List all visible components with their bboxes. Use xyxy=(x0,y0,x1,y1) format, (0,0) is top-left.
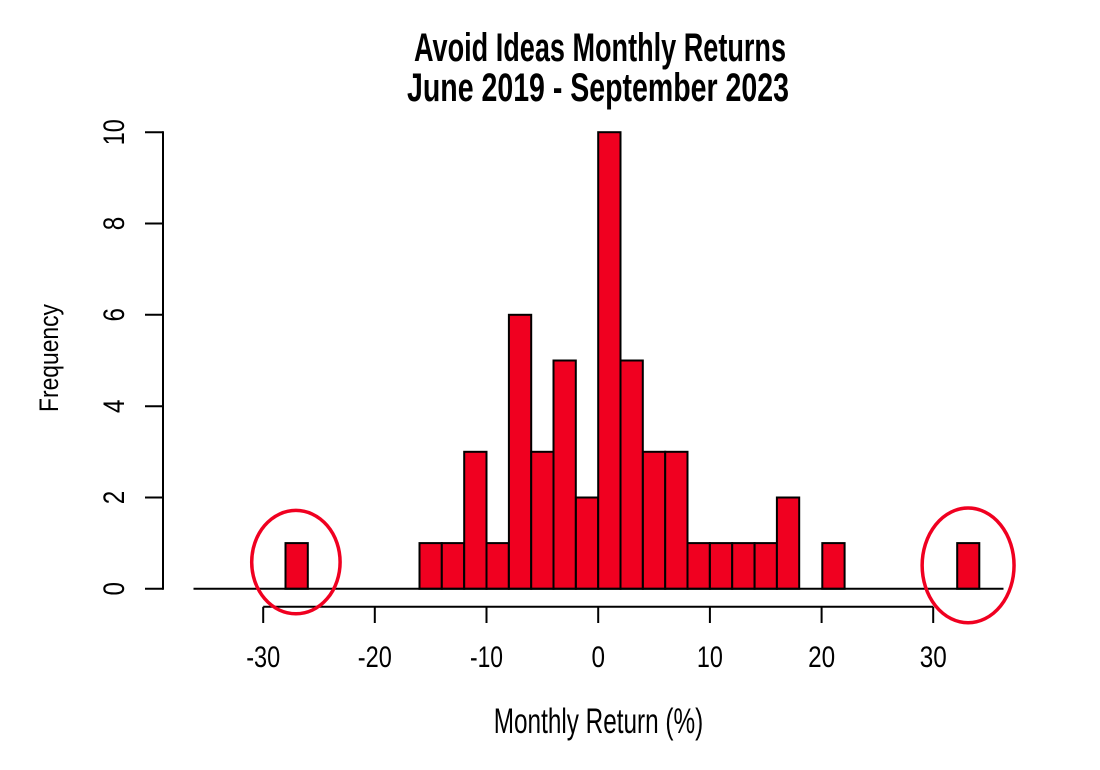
svg-text:10: 10 xyxy=(98,119,131,145)
svg-text:30: 30 xyxy=(920,641,947,674)
svg-text:20: 20 xyxy=(808,641,835,674)
svg-text:4: 4 xyxy=(98,399,131,413)
svg-text:Frequency: Frequency xyxy=(34,304,64,412)
svg-text:-30: -30 xyxy=(246,641,280,674)
svg-text:2: 2 xyxy=(98,491,131,505)
svg-text:0: 0 xyxy=(98,582,131,596)
svg-text:Monthly Return (%): Monthly Return (%) xyxy=(494,702,704,741)
svg-text:10: 10 xyxy=(697,641,723,674)
svg-text:Avoid Ideas Monthly Returns: Avoid Ideas Monthly Returns xyxy=(414,26,786,70)
svg-text:0: 0 xyxy=(591,641,605,674)
svg-text:8: 8 xyxy=(98,217,131,231)
svg-text:6: 6 xyxy=(98,308,131,322)
svg-text:-20: -20 xyxy=(358,641,392,674)
svg-text:June 2019 - September 2023: June 2019 - September 2023 xyxy=(407,66,789,110)
svg-text:-10: -10 xyxy=(470,641,503,674)
